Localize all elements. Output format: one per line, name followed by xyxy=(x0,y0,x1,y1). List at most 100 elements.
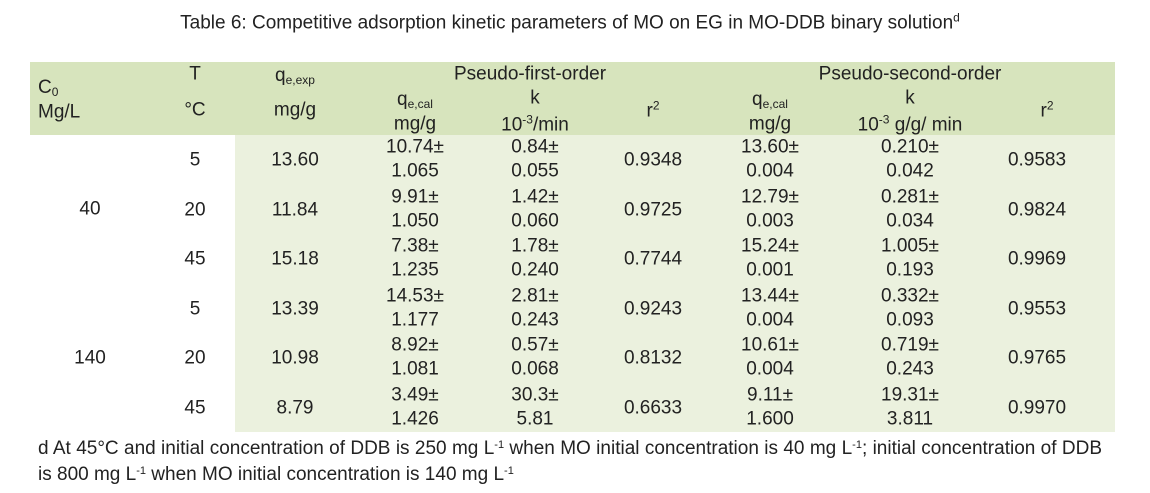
text: r xyxy=(646,100,653,122)
text: 0.281± xyxy=(881,186,939,207)
text: 2.81± xyxy=(511,285,559,306)
header-k-unit: 10-3 g/g/ min xyxy=(858,114,963,135)
cell-error: 5.81 xyxy=(517,409,554,428)
cell: 20 xyxy=(184,200,205,219)
cell: 45 xyxy=(184,250,205,269)
text: C xyxy=(38,77,52,98)
text: k xyxy=(905,87,915,109)
text: 0.9553 xyxy=(1007,298,1067,319)
cell: 0.9243 xyxy=(624,299,682,318)
cell-value: 10.61± xyxy=(741,336,799,355)
text: 13.39 xyxy=(271,298,319,319)
cell-value: 12.79± xyxy=(741,187,799,206)
header-k: k xyxy=(530,89,540,108)
header-group: Pseudo-second-order xyxy=(819,65,1002,84)
header-group: Pseudo-first-order xyxy=(454,65,606,84)
cell-value: 30.3± xyxy=(511,385,558,404)
text: 9.11± xyxy=(747,384,793,405)
cell-error: 0.004 xyxy=(746,162,794,181)
cell: 5 xyxy=(190,299,201,318)
text: 5.81 xyxy=(516,408,554,429)
header-qe-cal-unit: mg/g xyxy=(749,115,791,134)
text: 0.719± xyxy=(881,334,939,356)
text: 45 xyxy=(184,397,206,418)
cell-value: 0.332± xyxy=(881,286,939,305)
text: 0.003 xyxy=(746,210,794,231)
header-qe-cal-unit: mg/g xyxy=(394,115,436,134)
text: 1.081 xyxy=(391,358,439,380)
cell-error: 0.001 xyxy=(746,261,794,280)
text: 0.8132 xyxy=(623,347,683,369)
text: 10 xyxy=(501,114,523,136)
cell-value: 0.84± xyxy=(511,138,558,157)
cell-error: 0.193 xyxy=(886,261,934,280)
text: 0.57± xyxy=(511,334,559,356)
text: k xyxy=(530,87,540,109)
text: 0.193 xyxy=(886,259,934,281)
cell-value: 9.91± xyxy=(391,187,438,206)
sub-text: e,exp xyxy=(285,73,315,87)
text: T xyxy=(189,63,201,85)
cell-error: 1.081 xyxy=(391,360,439,379)
text: 0.243 xyxy=(511,309,559,330)
text: Table 6: Competitive adsorption kinetic … xyxy=(180,12,954,34)
cell: 0.7744 xyxy=(624,250,682,269)
text: q xyxy=(397,89,408,110)
footnote: d At 45°C and initial concentration of D… xyxy=(38,434,1102,486)
cell: 0.9348 xyxy=(624,151,682,170)
text: 10.98 xyxy=(271,347,319,369)
text: 20 xyxy=(184,347,206,369)
cell-error: 0.055 xyxy=(511,162,559,181)
text: q xyxy=(752,89,763,110)
text: 0.042 xyxy=(886,160,934,182)
text: 0.055 xyxy=(511,160,559,182)
title: Table 6: Competitive adsorption kinetic … xyxy=(180,12,960,33)
text: 5 xyxy=(189,149,201,171)
text: 0.9969 xyxy=(1007,248,1067,270)
cell-value: 3.49± xyxy=(391,385,438,404)
text: d At 45°C and initial concentration of D… xyxy=(38,438,495,459)
text: q xyxy=(275,65,286,86)
cell-value: 7.38± xyxy=(391,237,438,256)
text: 15.18 xyxy=(271,248,319,270)
text: 0.240 xyxy=(511,259,559,281)
cell-error: 0.004 xyxy=(746,360,794,379)
cell: 0.9725 xyxy=(624,200,682,219)
text: 0.004 xyxy=(746,160,794,182)
sup-text: -3 xyxy=(522,112,533,127)
text: °C xyxy=(184,99,206,121)
text: 10.74± xyxy=(386,136,444,158)
sup-text: d xyxy=(953,10,960,25)
header-qe-cal: qe,cal xyxy=(397,90,433,110)
text: Mg/L xyxy=(38,101,81,123)
text: Pseudo-first-order xyxy=(453,63,607,85)
cell-error: 1.235 xyxy=(391,261,439,280)
cell-error: 0.003 xyxy=(746,211,794,230)
text: 13.60± xyxy=(741,136,799,158)
text: 1.235 xyxy=(391,259,439,281)
text: 9.91± xyxy=(391,186,439,207)
cell: 0.9583 xyxy=(1008,151,1066,170)
text: r xyxy=(1040,100,1047,122)
cell: 13.60 xyxy=(271,151,319,170)
text: 0.060 xyxy=(511,210,559,231)
text: 45 xyxy=(184,248,206,270)
text: 30.3± xyxy=(511,384,559,405)
text: 10.61± xyxy=(741,334,799,356)
cell-value: 0.719± xyxy=(881,336,939,355)
text: 0.093 xyxy=(886,309,934,330)
sup-text: -1 xyxy=(852,439,862,451)
sup-text: -1 xyxy=(494,439,505,451)
header-r2: r2 xyxy=(1040,100,1053,121)
cell-error: 0.004 xyxy=(746,310,794,329)
cell-error: 3.811 xyxy=(887,409,933,428)
text: g/g/ min xyxy=(889,114,963,136)
text: 1.78± xyxy=(511,235,559,257)
text: 7.38± xyxy=(391,235,439,257)
text: when MO initial concentration is 140 mg … xyxy=(146,464,505,485)
sup-text: -3 xyxy=(878,112,890,127)
c0-value: 40 xyxy=(79,200,100,219)
sup-text: 2 xyxy=(1046,98,1054,113)
cell-error: 0.093 xyxy=(886,310,934,329)
text: 0.9348 xyxy=(623,149,683,171)
